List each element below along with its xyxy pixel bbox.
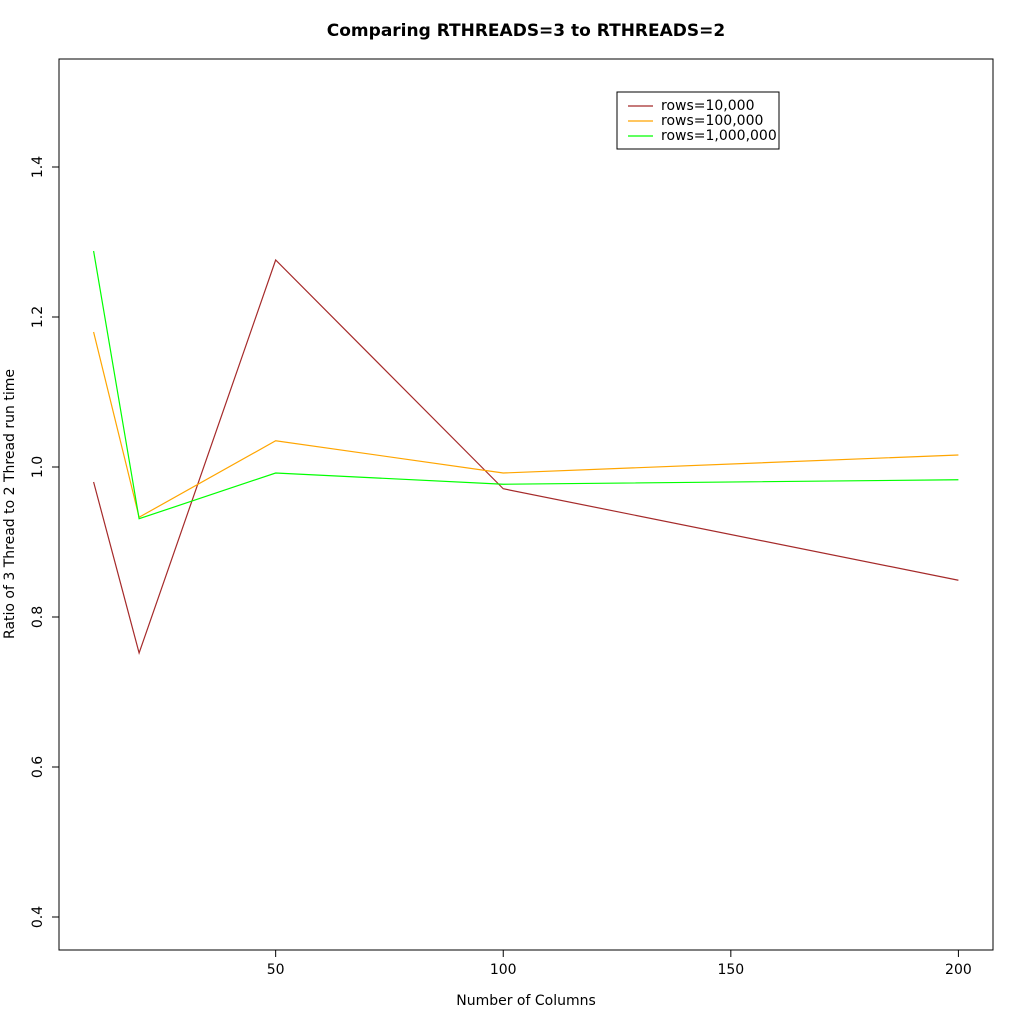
x-axis-label: Number of Columns (456, 993, 596, 1009)
legend-label: rows=10,000 (661, 98, 754, 114)
series-line (93, 331, 959, 519)
y-tick-label: 1.4 (30, 156, 46, 178)
y-tick-label: 0.4 (30, 906, 46, 928)
y-tick-label: 0.6 (30, 756, 46, 778)
legend-label: rows=1,000,000 (661, 128, 777, 144)
x-tick-label: 150 (717, 962, 744, 978)
y-tick-label: 0.8 (30, 606, 46, 628)
x-tick-label: 50 (267, 962, 285, 978)
chart-title: Comparing RTHREADS=3 to RTHREADS=2 (327, 21, 725, 41)
y-axis-label: Ratio of 3 Thread to 2 Thread run time (2, 369, 18, 639)
x-tick-label: 200 (945, 962, 972, 978)
series-line (93, 258, 959, 656)
x-tick-label: 100 (490, 962, 517, 978)
series-line (93, 250, 959, 520)
y-tick-label: 1.0 (30, 456, 46, 478)
y-tick-label: 1.2 (30, 306, 46, 328)
legend-label: rows=100,000 (661, 113, 763, 129)
